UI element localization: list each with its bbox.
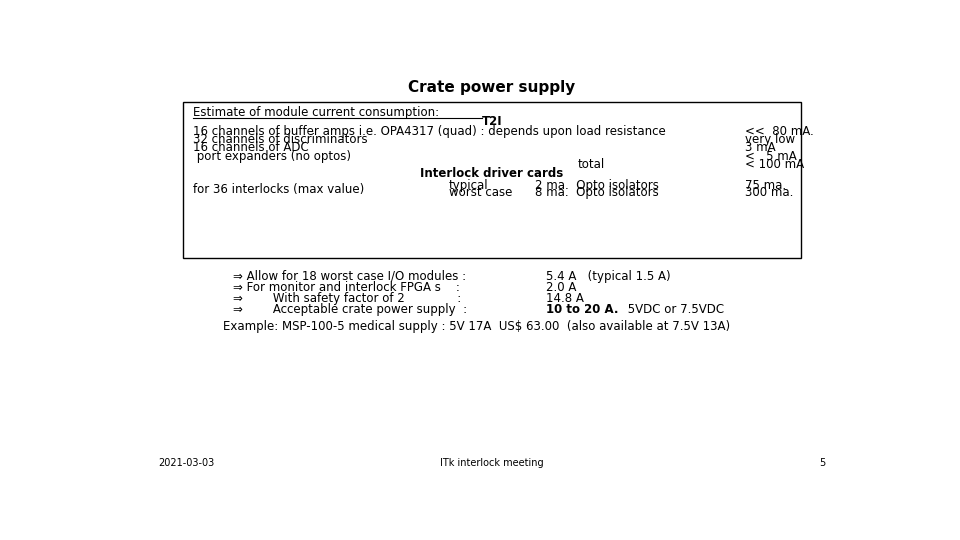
FancyBboxPatch shape bbox=[183, 102, 801, 258]
Text: 14.8 A: 14.8 A bbox=[545, 292, 584, 305]
Text: 5.4 A   (typical 1.5 A): 5.4 A (typical 1.5 A) bbox=[545, 269, 670, 282]
Text: 32 channels of discriminators: 32 channels of discriminators bbox=[193, 133, 368, 146]
Text: <<  80 mA.: << 80 mA. bbox=[745, 125, 814, 138]
Text: ⇒        Acceptable crate power supply  :: ⇒ Acceptable crate power supply : bbox=[233, 303, 468, 316]
Text: total: total bbox=[578, 158, 605, 171]
Text: <   5 mA: < 5 mA bbox=[745, 150, 797, 163]
Text: 8 ma.  Opto isolators: 8 ma. Opto isolators bbox=[535, 186, 659, 199]
Text: Estimate of module current consumption:: Estimate of module current consumption: bbox=[193, 106, 439, 119]
Text: very low: very low bbox=[745, 133, 795, 146]
Text: 5VDC or 7.5VDC: 5VDC or 7.5VDC bbox=[624, 303, 725, 316]
Text: Interlock driver cards: Interlock driver cards bbox=[420, 167, 564, 180]
Text: 16 channels of buffer amps i.e. OPA4317 (quad) : depends upon load resistance: 16 channels of buffer amps i.e. OPA4317 … bbox=[193, 125, 665, 138]
Text: port expanders (no optos): port expanders (no optos) bbox=[193, 150, 351, 163]
Text: for 36 interlocks (max value): for 36 interlocks (max value) bbox=[193, 183, 364, 196]
Text: T2I: T2I bbox=[482, 115, 502, 129]
Text: 5: 5 bbox=[819, 458, 826, 468]
Text: 2 ma.  Opto isolators: 2 ma. Opto isolators bbox=[535, 179, 659, 192]
Text: Crate power supply: Crate power supply bbox=[408, 80, 576, 95]
Text: 16 channels of ADC: 16 channels of ADC bbox=[193, 141, 309, 154]
Text: ITk interlock meeting: ITk interlock meeting bbox=[441, 458, 543, 468]
Text: Example: MSP-100-5 medical supply : 5V 17A  US$ 63.00  (also available at 7.5V 1: Example: MSP-100-5 medical supply : 5V 1… bbox=[223, 320, 730, 333]
Text: 2.0 A: 2.0 A bbox=[545, 281, 576, 294]
Text: typical: typical bbox=[449, 179, 489, 192]
Text: ⇒ For monitor and interlock FPGA s    :: ⇒ For monitor and interlock FPGA s : bbox=[233, 281, 460, 294]
Text: 3 mA: 3 mA bbox=[745, 141, 776, 154]
Text: ⇒        With safety factor of 2              :: ⇒ With safety factor of 2 : bbox=[233, 292, 462, 305]
Text: 2021-03-03: 2021-03-03 bbox=[158, 458, 215, 468]
Text: < 100 mA: < 100 mA bbox=[745, 158, 804, 171]
Text: ⇒ Allow for 18 worst case I/O modules :: ⇒ Allow for 18 worst case I/O modules : bbox=[233, 269, 467, 282]
Text: 300 ma.: 300 ma. bbox=[745, 186, 793, 199]
Text: 10 to 20 A.: 10 to 20 A. bbox=[545, 303, 618, 316]
Text: 75 ma.: 75 ma. bbox=[745, 179, 786, 192]
Text: worst case: worst case bbox=[449, 186, 513, 199]
